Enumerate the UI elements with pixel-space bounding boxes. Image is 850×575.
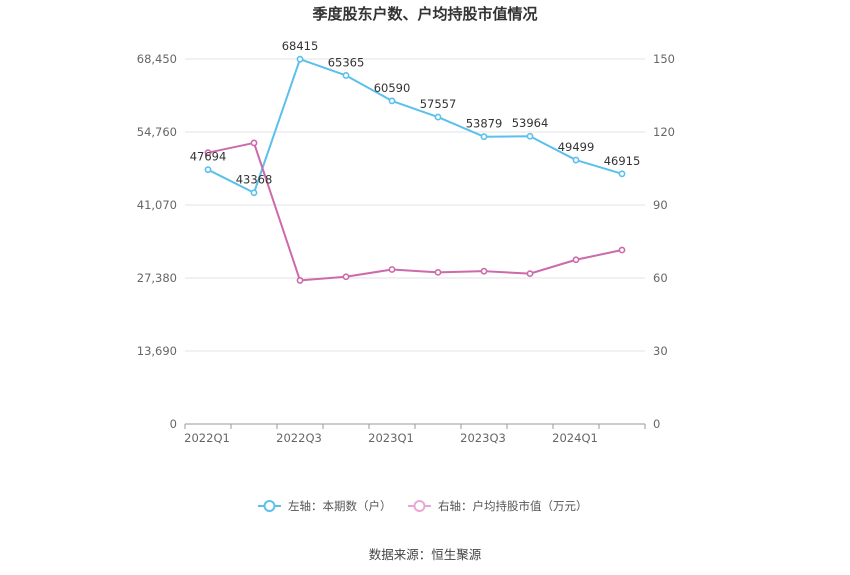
data-point-left [296,55,304,63]
data-point-left [526,132,534,140]
data-label-layer: 47694 43368 68415 65365 60590 57557 53879 53964… [190,39,641,187]
y-left-tick-label: 41,070 [137,198,177,212]
y-left-tick-label: 0 [170,417,177,431]
data-point-right [480,267,488,275]
y-right-tick-label: 150 [653,52,675,66]
data-point-right [526,270,534,278]
series-layer [204,55,626,284]
series-line-right [207,141,623,282]
x-tick-label: 2024Q1 [552,431,598,445]
data-point-right [342,273,350,281]
data-label: 65365 [328,55,365,69]
x-tick-label: 2023Q3 [460,431,506,445]
y-right-tick-label: 90 [653,198,668,212]
legend-label-left-series: 左轴：本期数（户） [288,499,392,513]
y-left-tick-label: 27,380 [137,271,177,285]
data-point-right [250,139,258,147]
data-label: 47694 [190,150,227,164]
data-label: 68415 [282,39,319,53]
y-right-tick-label: 0 [653,417,660,431]
data-label: 53879 [466,117,503,131]
data-point-left [480,133,488,141]
data-point-right [618,246,626,254]
legend[interactable]: 左轴：本期数（户） 右轴：户均持股市值（万元） [258,499,588,513]
y-right-tick-label: 30 [653,344,668,358]
x-tick-label: 2023Q1 [368,431,414,445]
series-line-left [207,58,623,194]
y-right-tick-label: 60 [653,271,668,285]
data-label: 53964 [512,116,549,130]
data-label: 46915 [604,154,641,168]
y-right-tick-label: 120 [653,125,675,139]
data-point-left [434,113,442,121]
data-label: 43368 [236,173,273,187]
x-tick-label: 2022Q3 [276,431,322,445]
data-label: 57557 [420,97,457,111]
data-label: 60590 [374,81,411,95]
chart-title: 季度股东户数、户均持股市值情况 [312,5,537,23]
data-point-right [388,266,396,273]
legend-item-left-series[interactable]: 左轴：本期数（户） [258,499,392,513]
y-left-tick-label: 54,760 [137,125,177,139]
data-point-left [204,166,212,174]
grid-layer [185,58,645,352]
axis-layer: 0 13,690 27,380 41,070 54,760 68,450 0 30 60 90 12… [137,52,675,445]
data-point-right [204,149,212,157]
data-point-left [572,156,580,164]
legend-item-right-series[interactable]: 右轴：户均持股市值（万元） [408,499,588,513]
source-note: 数据来源：恒生聚源 [369,547,482,562]
x-tick-label: 2022Q1 [184,431,230,445]
data-point-left [618,170,626,178]
y-left-tick-label: 13,690 [137,344,177,358]
data-point-left [342,72,350,79]
data-point-right [296,277,304,284]
data-point-right [572,256,580,264]
data-point-right [434,269,442,276]
data-point-left [388,97,396,105]
data-label: 49499 [558,140,595,154]
legend-swatch-marker-right [413,500,426,512]
legend-swatch-marker-left [263,500,276,512]
legend-label-right-series: 右轴：户均持股市值（万元） [438,499,588,513]
data-point-left [250,189,258,197]
y-left-tick-label: 68,450 [137,52,177,66]
